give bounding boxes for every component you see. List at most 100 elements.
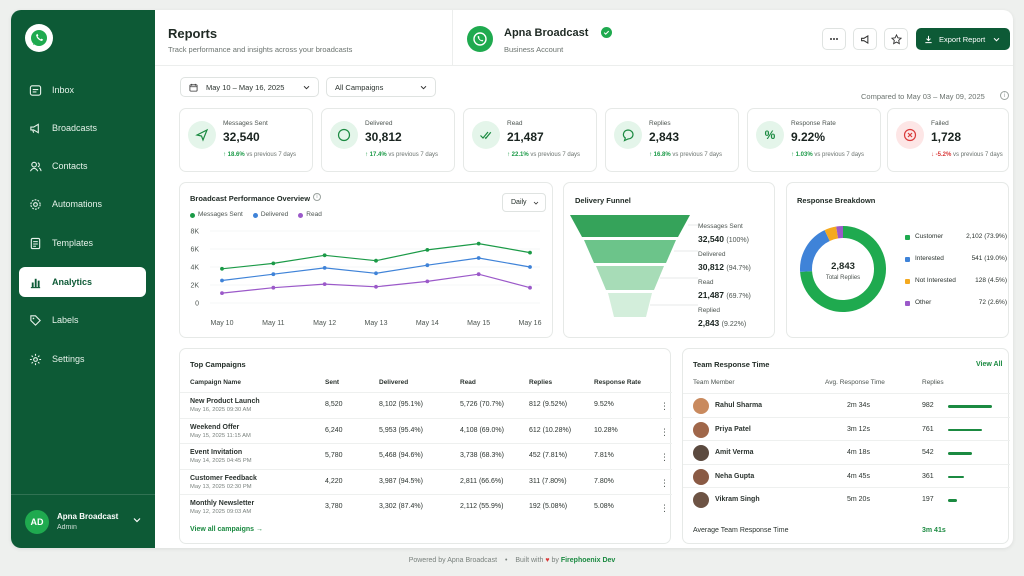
kpi-change-note: vs previous 7 days (388, 152, 439, 158)
team-row[interactable]: Rahul Sharma 2m 34s 982 (683, 393, 1010, 416)
campaign-name: Weekend Offer (190, 423, 240, 431)
campaign-date: May 16, 2025 09:30 AM (190, 407, 252, 413)
chevron-down-icon[interactable] (133, 517, 141, 523)
team-view-all-link[interactable]: View All (976, 361, 1003, 368)
series-line-2 (221, 273, 531, 294)
interval-select[interactable]: Daily (502, 193, 546, 212)
page-footer: Powered by Apna Broadcast • Built with ♥… (408, 557, 616, 564)
data-point[interactable] (528, 265, 532, 269)
team-response-title: Team Response Time (693, 360, 770, 369)
data-point[interactable] (528, 285, 532, 290)
x-tick-label: May 15 (467, 320, 490, 327)
data-point[interactable] (322, 266, 327, 270)
row-menu-icon[interactable]: ⋮ (660, 503, 669, 513)
column-header[interactable]: Response Rate (594, 379, 641, 386)
date-range-select[interactable]: May 10 – May 16, 2025 (180, 77, 319, 97)
sidebar-item-inbox[interactable]: Inbox (19, 75, 146, 105)
sidebar-item-label: Broadcasts (52, 123, 98, 133)
sidebar-item-labels[interactable]: Labels (19, 305, 146, 335)
row-menu-icon[interactable]: ⋮ (660, 452, 669, 462)
inbox-icon (29, 84, 42, 96)
table-row[interactable]: Monthly Newsletter May 12, 2025 09:03 AM 3… (180, 494, 672, 519)
megaphone-icon (30, 122, 39, 134)
data-point[interactable] (220, 291, 224, 295)
donut-slice-1[interactable] (800, 230, 831, 272)
export-report-label: Export Report (939, 34, 986, 44)
response-legend-item: Interested 541 (19.0%) (905, 255, 1007, 265)
kpi-change-note: vs previous 7 days (953, 152, 1003, 158)
table-row[interactable]: Customer Feedback May 13, 2025 02:30 PM 4,… (180, 468, 672, 494)
campaign-delivered: 3,302 (87.4%) (379, 503, 423, 510)
column-header[interactable]: Replies (529, 379, 553, 386)
data-point[interactable] (322, 282, 327, 286)
table-row[interactable]: Weekend Offer May 15, 2025 11:15 AM 6,240 5… (180, 417, 672, 443)
kpi-change: ↓ -5.2% vs previous 7 days (931, 152, 1003, 158)
legend-label: Read (306, 211, 322, 218)
column-header[interactable]: Read (460, 379, 476, 386)
export-report-button[interactable]: Export Report (916, 28, 1010, 50)
data-point[interactable] (374, 284, 378, 289)
performance-chart-title: Broadcast Performance Overview (190, 194, 311, 203)
column-header[interactable]: Sent (325, 379, 340, 386)
row-menu-icon[interactable]: ⋮ (660, 401, 669, 411)
table-row[interactable]: New Product Launch May 16, 2025 09:30 AM 8… (180, 392, 672, 417)
data-point[interactable] (271, 285, 276, 290)
data-point[interactable] (476, 256, 481, 260)
campaign-sent: 6,240 (325, 426, 343, 434)
sidebar-item-broadcasts[interactable]: Broadcasts (19, 113, 146, 143)
campaign-date: May 15, 2025 11:15 AM (190, 432, 251, 439)
table-row[interactable]: Event Invitation May 14, 2025 04:45 PM 5,7… (180, 443, 672, 468)
announcement-button[interactable] (853, 28, 877, 50)
team-row[interactable]: Priya Patel 3m 12s 761 (683, 416, 1010, 440)
column-header[interactable]: Campaign Name (190, 379, 241, 386)
favorite-button[interactable] (884, 28, 908, 50)
kpi-change-value: 22.1% (511, 152, 529, 158)
more-options-button[interactable] (822, 28, 846, 50)
team-replies: 197 (922, 496, 934, 503)
data-point[interactable] (476, 241, 481, 246)
data-point[interactable] (271, 272, 276, 277)
column-header[interactable]: Delivered (379, 379, 409, 386)
team-replies: 761 (922, 425, 934, 433)
view-all-campaigns-link[interactable]: View all campaigns → (190, 526, 264, 533)
sidebar-item-analytics[interactable]: Analytics (19, 267, 146, 297)
donut-slice-2[interactable] (824, 226, 839, 242)
data-point[interactable] (476, 272, 481, 277)
campaign-rate: 5.08% (594, 503, 614, 510)
data-point[interactable] (425, 263, 430, 268)
data-point[interactable] (220, 278, 224, 283)
team-row[interactable]: Vikram Singh 5m 20s 197 (683, 487, 1010, 510)
sidebar-item-templates[interactable]: Templates (19, 228, 146, 258)
x-tick-label: May 13 (365, 320, 388, 327)
team-row[interactable]: Neha Gupta 4m 45s 361 (683, 463, 1010, 487)
avatar (693, 421, 709, 438)
main-content: Reports Track performance and insights a… (155, 10, 1013, 548)
data-point[interactable] (374, 258, 378, 263)
row-menu-icon[interactable]: ⋮ (660, 477, 669, 488)
campaign-select[interactable]: All Campaigns (326, 77, 436, 97)
footer-author-link[interactable]: Firephoenix Dev (560, 557, 616, 564)
chevron-down-icon (420, 85, 427, 89)
sidebar-item-contacts[interactable]: Contacts (19, 151, 146, 181)
data-point[interactable] (374, 271, 378, 276)
row-menu-icon[interactable]: ⋮ (660, 426, 669, 437)
team-row[interactable]: Amit Verma 4m 18s 542 (683, 440, 1010, 463)
data-point[interactable] (271, 261, 276, 266)
x-tick-label: May 11 (262, 320, 285, 327)
data-point[interactable] (425, 279, 430, 284)
campaign-select-value: All Campaigns (335, 82, 384, 92)
campaign-read: 4,108 (69.0%) (460, 426, 504, 434)
y-tick-label: 4K (190, 265, 199, 272)
data-point[interactable] (322, 253, 327, 258)
info-icon[interactable]: i (1000, 91, 1009, 100)
kpi-change: ↑ 17.4% vs previous 7 days (365, 152, 439, 158)
info-icon[interactable]: i (313, 193, 321, 201)
sidebar-item-settings[interactable]: Settings (19, 344, 146, 374)
whatsapp-logo-icon[interactable] (25, 24, 53, 52)
donut-slice-0[interactable] (800, 226, 886, 312)
data-point[interactable] (220, 266, 224, 271)
sidebar-item-automations[interactable]: Automations (19, 189, 146, 219)
user-profile[interactable]: AD Apna Broadcast Admin (11, 494, 155, 548)
data-point[interactable] (425, 248, 430, 252)
data-point[interactable] (528, 250, 532, 255)
